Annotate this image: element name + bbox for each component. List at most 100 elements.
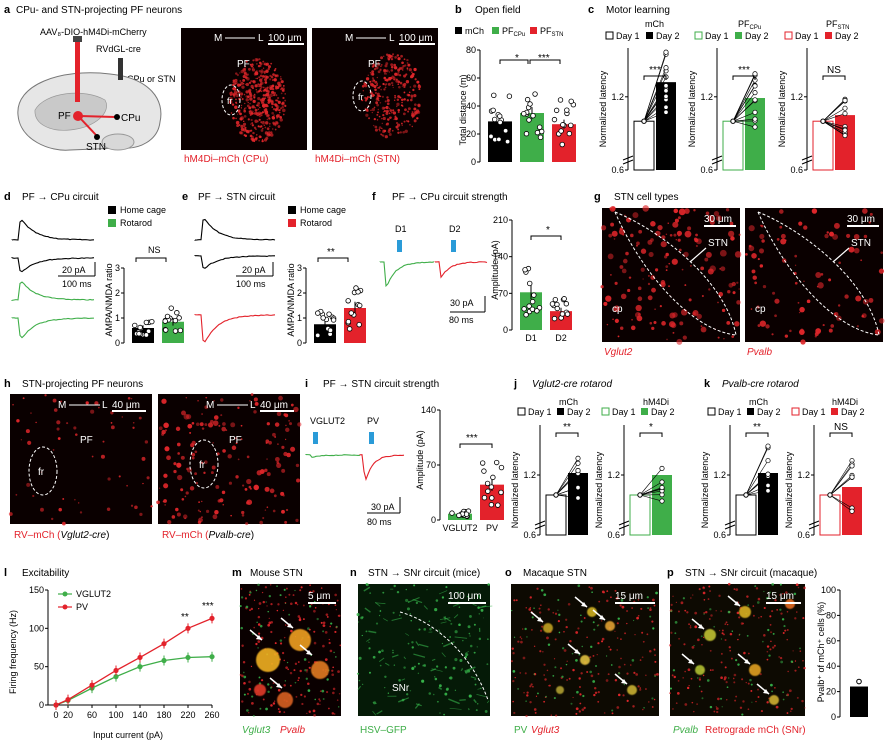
cell-dot xyxy=(700,690,703,693)
svg-text:k: k xyxy=(704,378,711,390)
cell-dot xyxy=(578,677,581,680)
cell-dot xyxy=(261,114,263,116)
tick-label: 60 xyxy=(87,710,97,720)
cell-dot xyxy=(529,685,532,688)
cell-dot xyxy=(268,595,271,598)
tick-label: 0.6 xyxy=(607,530,620,540)
tick-label: 60 xyxy=(826,636,836,646)
cell-dot xyxy=(256,120,259,123)
data-point xyxy=(495,502,501,508)
cell-dot xyxy=(85,401,89,405)
svg-text:HSV–GFP: HSV–GFP xyxy=(360,725,407,736)
svg-text:30 μm: 30 μm xyxy=(704,214,732,225)
cell-dot xyxy=(12,403,14,406)
tick-label: 0.6 xyxy=(713,530,726,540)
cell-dot xyxy=(272,682,275,685)
svg-text:***: *** xyxy=(202,601,214,612)
tick-label: Day 2 xyxy=(656,31,680,41)
cell-dot xyxy=(267,98,271,102)
cell-dot xyxy=(22,397,25,400)
svg-text:Pvalb: Pvalb xyxy=(280,725,305,736)
cell-dot xyxy=(539,629,543,632)
cell-dot xyxy=(299,589,302,592)
cell-dot xyxy=(783,625,786,628)
cell-dot xyxy=(752,275,757,280)
cell-dot xyxy=(307,627,310,630)
cell-dot xyxy=(742,622,744,625)
cell-dot xyxy=(413,94,417,98)
cell-dot xyxy=(257,83,260,85)
cell-dot xyxy=(403,98,406,101)
cell-dot xyxy=(275,94,278,97)
cell-dot xyxy=(267,683,270,686)
tick-label: 40 xyxy=(466,101,476,111)
cell-dot xyxy=(130,398,133,400)
cell-dot xyxy=(540,604,542,606)
cell-dot xyxy=(100,454,105,459)
cell-dot xyxy=(716,710,719,714)
cell-dot xyxy=(240,438,243,441)
cell-dot xyxy=(715,610,717,612)
cell-dot xyxy=(684,670,686,673)
cell-dot xyxy=(239,131,243,135)
cell-dot xyxy=(248,110,250,112)
svg-text:PF → CPu circuit: PF → CPu circuit xyxy=(22,192,99,203)
cell-dot xyxy=(597,690,600,694)
paired-line xyxy=(822,120,846,127)
svg-text:p: p xyxy=(667,567,674,579)
fiber xyxy=(405,633,410,636)
cell-dot xyxy=(241,674,244,678)
svg-text:80 ms: 80 ms xyxy=(449,315,474,325)
cell-dot xyxy=(411,110,414,113)
cell-dot xyxy=(771,690,773,693)
data-point xyxy=(504,138,511,145)
cell-dot xyxy=(207,422,214,428)
cell-dot xyxy=(406,93,410,97)
cell-dot xyxy=(650,238,654,242)
svg-text:STN: STN xyxy=(86,142,106,153)
cell-dot xyxy=(40,507,44,512)
legend-swatch xyxy=(735,32,742,39)
cell-dot xyxy=(256,134,258,136)
cell-dot xyxy=(443,713,446,716)
cell-dot xyxy=(271,90,275,94)
svg-text:o: o xyxy=(505,567,512,579)
cell-dot xyxy=(407,107,411,111)
cell-dot xyxy=(670,610,673,613)
cell-dot xyxy=(411,666,415,670)
cell xyxy=(605,621,615,631)
cell-dot xyxy=(707,215,715,222)
cell-dot xyxy=(328,638,331,641)
cell-dot xyxy=(705,211,710,216)
fiber xyxy=(415,641,420,646)
cell-dot xyxy=(565,663,568,666)
cell-dot xyxy=(593,628,596,631)
cell-dot xyxy=(513,599,516,602)
cell-dot xyxy=(378,614,381,617)
cell-dot xyxy=(649,607,652,609)
cell-dot xyxy=(659,305,662,308)
data-point xyxy=(765,482,771,489)
cell-dot xyxy=(277,603,280,606)
data-point xyxy=(575,495,581,501)
cell-dot xyxy=(390,81,394,85)
tick-label: 1.2 xyxy=(607,470,620,480)
cell-dot xyxy=(654,660,657,663)
cell-dot xyxy=(719,249,727,257)
paired-line xyxy=(732,92,756,122)
cell-dot xyxy=(334,630,337,634)
cell-dot xyxy=(754,281,758,285)
cell-dot xyxy=(236,124,240,128)
micrograph-cpu: M L 100 μm PF fr xyxy=(181,28,307,150)
svg-text:CPu: CPu xyxy=(121,113,140,124)
cell-dot xyxy=(458,623,461,627)
cell-dot xyxy=(734,251,742,258)
cell-dot xyxy=(620,657,622,660)
cell-dot xyxy=(295,695,298,698)
cell-dot xyxy=(259,98,263,102)
tick-label: 0 xyxy=(115,338,120,348)
cell-dot xyxy=(776,608,779,611)
cell-dot xyxy=(275,456,280,462)
cell-dot xyxy=(203,471,206,474)
data-point xyxy=(132,322,138,329)
